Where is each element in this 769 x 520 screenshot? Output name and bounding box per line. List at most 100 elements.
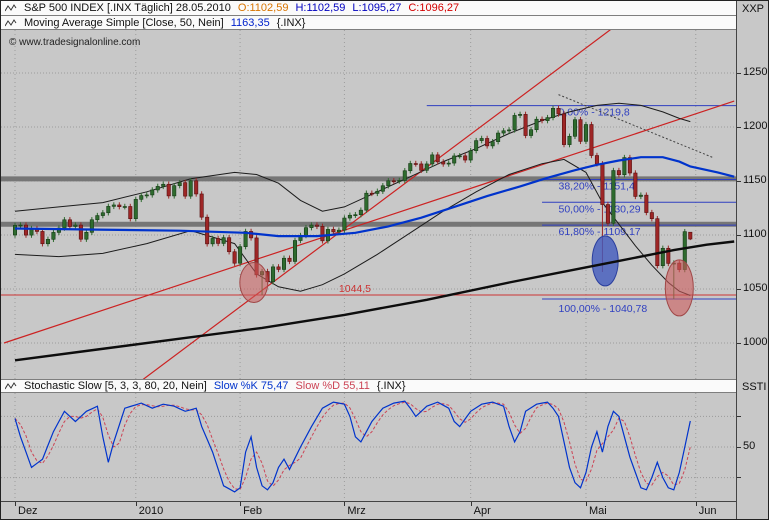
stoch-tick-label: 50 <box>743 440 756 452</box>
price-axis[interactable]: XXP SSTI 1250 1200 1150 1100 1050 1000 50 <box>736 1 768 519</box>
candle-body <box>600 163 605 205</box>
candle-body <box>314 224 319 227</box>
price-tick-label: 1000 <box>743 336 768 348</box>
candle-body <box>594 155 599 165</box>
stoch-axis-caption: SSTI <box>742 381 767 393</box>
time-tick-mark <box>695 502 697 506</box>
candle-body <box>122 206 127 208</box>
close-value: C:1096,27 <box>408 2 460 14</box>
candle-body <box>188 180 193 197</box>
candle-body <box>523 114 528 136</box>
candle-body <box>556 108 561 115</box>
low-value: L:1095,27 <box>352 2 402 14</box>
price-tick-mark <box>737 342 741 344</box>
candle-body <box>303 227 308 236</box>
time-axis[interactable]: Dez 2010 Feb Mrz Apr Mai Jun <box>1 501 736 519</box>
candle-body <box>386 180 391 187</box>
candle-body <box>369 192 374 195</box>
may-low-highlight <box>664 259 694 317</box>
candle-body <box>463 155 468 161</box>
candle-body <box>408 163 413 172</box>
price-tick-label: 1250 <box>743 66 768 78</box>
price-tick-mark <box>737 72 741 74</box>
candle-body <box>216 238 221 244</box>
ma-indicator-legend[interactable]: Moving Average Simple [Close, 50, Nein] … <box>1 16 736 30</box>
candle-body <box>287 257 292 262</box>
candle-body <box>111 204 116 207</box>
candle-body <box>194 180 199 195</box>
candle-body <box>18 224 23 227</box>
candle-body <box>572 119 577 137</box>
price-series-legend[interactable]: S&P 500 INDEX [.INX Täglich] 28.05.2010 … <box>1 1 736 16</box>
month-label: Dez <box>18 505 38 517</box>
envelope-lower <box>14 158 691 296</box>
candle-body <box>622 157 627 176</box>
support-line-label: 1044,5 <box>339 283 371 295</box>
candle-body <box>578 119 583 142</box>
candle-body <box>139 195 144 200</box>
candle-body <box>424 163 429 171</box>
candle-body <box>452 155 457 164</box>
candle-body <box>67 219 72 227</box>
price-axis-caption: XXP <box>742 3 765 15</box>
candle-body <box>474 140 479 151</box>
candle-body <box>457 155 462 158</box>
candle-body <box>51 232 56 240</box>
candle-body <box>89 219 94 233</box>
candle-body <box>221 237 226 244</box>
candle-body <box>73 224 78 227</box>
candle-body <box>238 246 243 264</box>
candle-body <box>177 182 182 186</box>
candle-body <box>605 204 610 224</box>
ma200-line <box>14 240 735 362</box>
candle-body <box>583 124 588 142</box>
stoch-tick-mark <box>737 415 741 417</box>
ma50-line <box>14 156 735 238</box>
candle-body <box>155 186 160 191</box>
candle-body <box>95 215 100 221</box>
candle-body <box>430 154 435 165</box>
candle-body <box>397 180 402 182</box>
fib-label: 0,00% - 1219,8 <box>559 107 630 119</box>
stochastic-legend[interactable]: Stochastic Slow [5, 3, 3, 80, 20, Nein] … <box>1 379 736 393</box>
stochastic-zigzag-icon <box>5 381 17 391</box>
month-label: Feb <box>243 505 263 517</box>
stochastic-canvas <box>1 393 736 501</box>
stochastic-name: Stochastic Slow [5, 3, 3, 80, 20, Nein] <box>24 380 207 392</box>
stochastic-d-value: Slow %D 55,11 <box>295 380 370 392</box>
candle-body <box>627 157 632 174</box>
ma-indicator-scope: {.INX} <box>276 16 306 29</box>
candle-body <box>551 108 556 118</box>
main-chart-canvas: 1044,5 0,00% - 1219,8 38,20% - 1151,4 50,00… <box>1 30 736 379</box>
price-tick-mark <box>737 126 741 128</box>
candle-body <box>611 170 616 224</box>
candle-body <box>353 214 358 216</box>
candle-body <box>276 266 281 270</box>
price-tick-label: 1150 <box>743 174 767 186</box>
price-tick-label: 1100 <box>743 228 767 240</box>
time-tick-mark <box>344 502 346 506</box>
candle-body <box>358 209 363 215</box>
stochastic-chart[interactable] <box>1 393 736 501</box>
main-chart[interactable]: 1044,5 0,00% - 1219,8 38,20% - 1151,4 50,00… <box>1 30 736 379</box>
fib-label: 100,00% - 1040,78 <box>559 303 648 315</box>
candle-body <box>347 214 352 219</box>
stoch-k-line <box>14 400 691 493</box>
candle-body <box>144 194 149 197</box>
candle-body <box>512 115 517 131</box>
ma-indicator-value: 1163,35 <box>230 16 270 29</box>
candle-body <box>45 239 50 245</box>
candle-body <box>243 231 248 247</box>
candle-body <box>183 182 188 197</box>
high-value: H:1102,59 <box>295 2 346 14</box>
ma-indicator-name: Moving Average Simple [Close, 50, Nein] <box>24 16 224 29</box>
fib-label: 61,80% - 1109,17 <box>559 226 641 238</box>
price-tick-mark <box>737 180 741 182</box>
fib-label: 38,20% - 1151,4 <box>559 180 635 192</box>
month-label: Mrz <box>347 505 366 517</box>
envelope-upper <box>14 102 691 212</box>
candle-body <box>567 135 572 145</box>
candle-body <box>78 224 83 240</box>
candle-body <box>413 163 418 165</box>
candle-body <box>62 219 67 229</box>
